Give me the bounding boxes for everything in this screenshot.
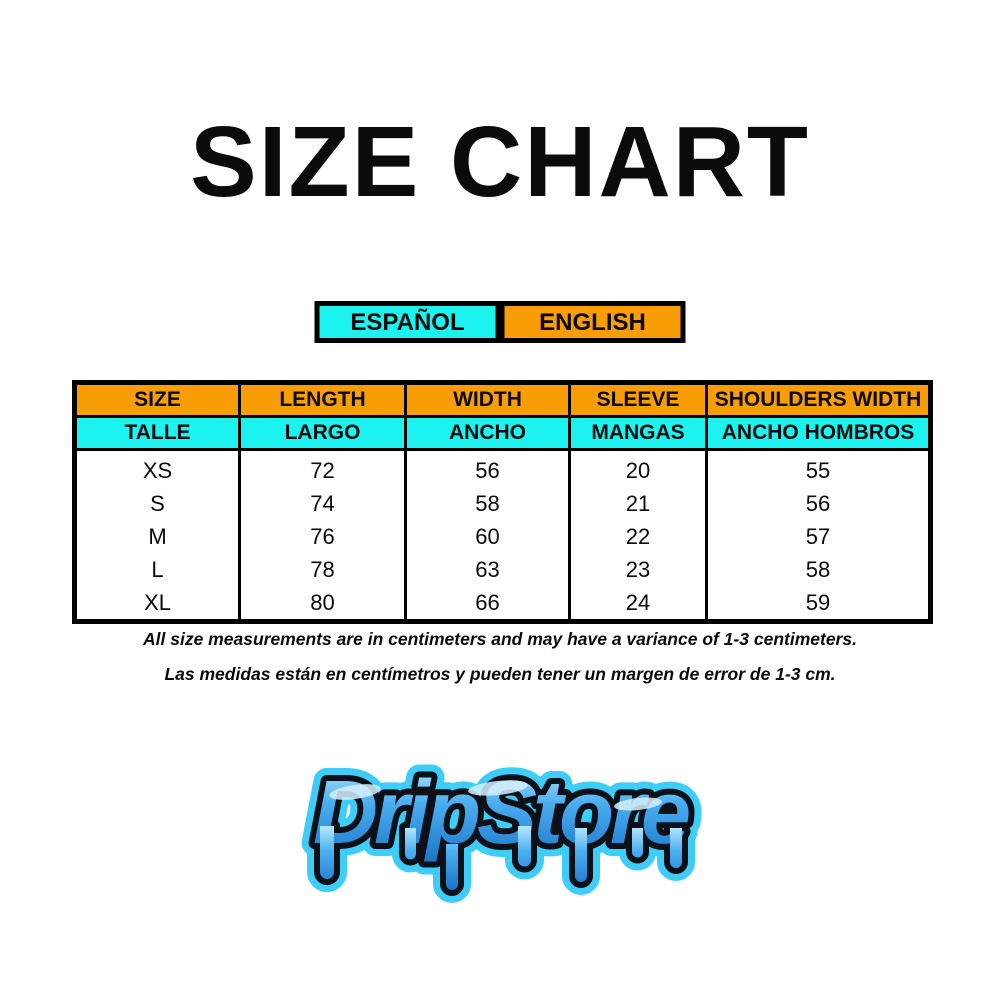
cell-width: 66 [404,586,571,622]
column-header-shoulders: SHOULDERS WIDTH [705,382,932,418]
note-english: All size measurements are in centimeters… [143,629,857,649]
cell-width: 63 [404,553,571,586]
table-row-xs: XS 72 56 20 55 [73,449,932,487]
cell-sleeve: 22 [568,520,708,553]
logo-fill-layer: DripStore [313,763,693,890]
cell-length: 78 [238,553,407,586]
cell-width: 56 [404,449,571,487]
dripstore-logo: DripStore DripStore DripStore [250,748,750,923]
logo-highlight-layer [329,780,662,811]
cell-length: 74 [238,487,407,520]
size-table: SIZE LENGTH WIDTH SLEEVE SHOULDERS WIDTH… [72,380,933,624]
cell-sleeve: 21 [568,487,708,520]
cell-size: XL [73,586,241,622]
cell-length: 76 [238,520,407,553]
cell-sleeve: 20 [568,449,708,487]
column-header-talle: TALLE [73,416,241,451]
column-header-length: LENGTH [238,382,407,418]
column-header-ancho: ANCHO [404,416,571,451]
cell-width: 58 [404,487,571,520]
note-spanish: Las medidas están en centímetros y puede… [164,664,836,684]
cell-length: 72 [238,449,407,487]
header-row-spanish: TALLE LARGO ANCHO MANGAS ANCHO HOMBROS [73,416,932,451]
table-row-m: M 76 60 22 57 [73,520,932,553]
table-row-xl: XL 80 66 24 59 [73,586,932,622]
cell-shoulders: 55 [705,449,932,487]
table-row-s: S 74 58 21 56 [73,487,932,520]
column-header-sleeve: SLEEVE [568,382,708,418]
svg-text:DripStore: DripStore [313,763,689,863]
cell-length: 80 [238,586,407,622]
cell-size: L [73,553,241,586]
column-header-width: WIDTH [404,382,571,418]
cell-size: XS [73,449,241,487]
cell-shoulders: 59 [705,586,932,622]
page-title: SIZE CHART [190,106,810,218]
cell-shoulders: 56 [705,487,932,520]
cell-size: S [73,487,241,520]
language-tabs: ESPAÑOL ENGLISH [314,301,686,343]
cell-sleeve: 23 [568,553,708,586]
column-header-size: SIZE [73,382,241,418]
cell-shoulders: 58 [705,553,932,586]
header-row-english: SIZE LENGTH WIDTH SLEEVE SHOULDERS WIDTH [73,382,932,418]
cell-shoulders: 57 [705,520,932,553]
cell-width: 60 [404,520,571,553]
cell-size: M [73,520,241,553]
dripstore-logo-graphic: DripStore DripStore DripStore [300,750,706,903]
tab-espanol[interactable]: ESPAÑOL [319,306,505,338]
tab-english[interactable]: ENGLISH [504,306,681,338]
cell-sleeve: 24 [568,586,708,622]
column-header-mangas: MANGAS [568,416,708,451]
column-header-ancho-hombros: ANCHO HOMBROS [705,416,932,451]
table-row-l: L 78 63 23 58 [73,553,932,586]
column-header-largo: LARGO [238,416,407,451]
